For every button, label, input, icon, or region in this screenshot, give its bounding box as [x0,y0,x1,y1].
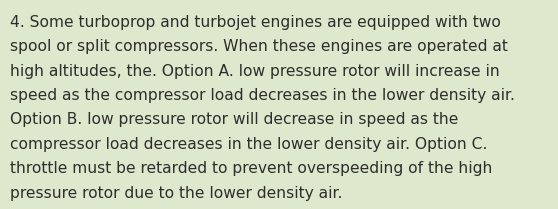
Text: spool or split compressors. When these engines are operated at: spool or split compressors. When these e… [10,39,508,54]
Text: throttle must be retarded to prevent overspeeding of the high: throttle must be retarded to prevent ove… [10,161,492,176]
Text: compressor load decreases in the lower density air. Option C.: compressor load decreases in the lower d… [10,137,488,152]
Text: 4. Some turboprop and turbojet engines are equipped with two: 4. Some turboprop and turbojet engines a… [10,15,501,30]
Text: pressure rotor due to the lower density air.: pressure rotor due to the lower density … [10,186,343,201]
Text: Option B. low pressure rotor will decrease in speed as the: Option B. low pressure rotor will decrea… [10,112,459,127]
Text: high altitudes, the. Option A. low pressure rotor will increase in: high altitudes, the. Option A. low press… [10,64,500,79]
Text: speed as the compressor load decreases in the lower density air.: speed as the compressor load decreases i… [10,88,515,103]
